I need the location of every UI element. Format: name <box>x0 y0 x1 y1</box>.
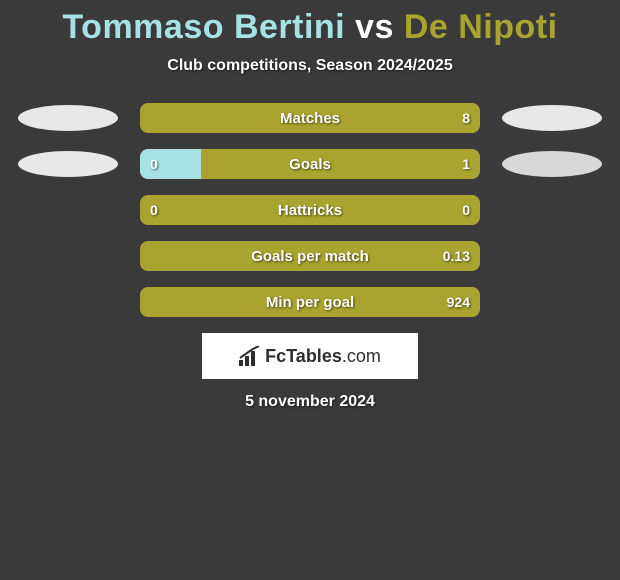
stat-bar: 0Hattricks0 <box>140 195 480 225</box>
chart-icon <box>239 346 261 366</box>
player1-marker <box>18 105 118 131</box>
spacer <box>18 243 118 269</box>
comparison-title: Tommaso Bertini vs De Nipoti <box>0 8 620 47</box>
player2-name: De Nipoti <box>404 8 558 46</box>
player2-marker <box>502 151 602 177</box>
player1-marker <box>18 151 118 177</box>
vs-separator: vs <box>345 8 404 46</box>
stat-value-right: 1 <box>462 156 470 172</box>
logo-domain: .com <box>342 346 381 366</box>
spacer <box>502 243 602 269</box>
stat-bar: Min per goal924 <box>140 287 480 317</box>
footer-date: 5 november 2024 <box>0 393 620 411</box>
stat-row: 0Goals1 <box>0 149 620 179</box>
stat-value-right: 8 <box>462 110 470 126</box>
spacer <box>18 289 118 315</box>
stat-bar: Matches8 <box>140 103 480 133</box>
stat-row: Goals per match0.13 <box>0 241 620 271</box>
player1-name: Tommaso Bertini <box>62 8 345 46</box>
stat-bar: Goals per match0.13 <box>140 241 480 271</box>
player2-marker <box>502 105 602 131</box>
stat-bar: 0Goals1 <box>140 149 480 179</box>
spacer <box>18 197 118 223</box>
stat-label: Min per goal <box>140 294 480 311</box>
fctables-logo[interactable]: FcTables.com <box>202 333 418 379</box>
stat-value-right: 924 <box>447 294 470 310</box>
stat-label: Goals per match <box>140 248 480 265</box>
subtitle: Club competitions, Season 2024/2025 <box>0 57 620 75</box>
logo-text: FcTables.com <box>265 346 381 367</box>
stat-value-right: 0.13 <box>443 248 470 264</box>
stat-row: Matches8 <box>0 103 620 133</box>
logo-brand: FcTables <box>265 346 342 366</box>
stat-row: Min per goal924 <box>0 287 620 317</box>
stat-value-right: 0 <box>462 202 470 218</box>
stat-label: Matches <box>140 110 480 127</box>
stat-value-left: 0 <box>150 156 158 172</box>
spacer <box>502 289 602 315</box>
spacer <box>502 197 602 223</box>
stat-label: Hattricks <box>140 202 480 219</box>
stat-row: 0Hattricks0 <box>0 195 620 225</box>
stat-value-left: 0 <box>150 202 158 218</box>
